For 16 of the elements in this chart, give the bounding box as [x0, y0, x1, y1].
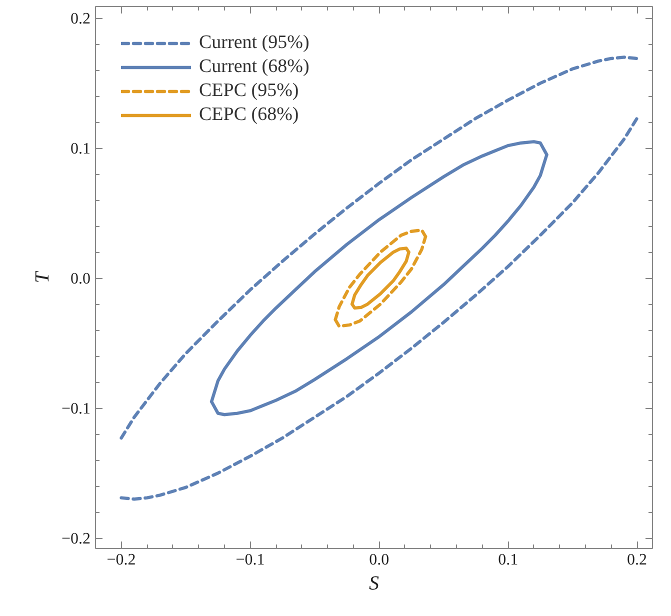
x-tick-label: 0.1 — [498, 552, 518, 568]
legend-label: Current (68%) — [199, 56, 310, 78]
y-tick-label: −0.1 — [61, 400, 91, 418]
x-axis-title: S — [369, 572, 379, 594]
y-axis-title: T — [31, 270, 54, 284]
x-tick-label: 0.2 — [627, 552, 648, 568]
y-tick-label: −0.2 — [61, 530, 91, 548]
y-tick-label: 0.2 — [70, 10, 90, 28]
x-tick-label: 0.0 — [369, 552, 390, 568]
legend-label: CEPC (68%) — [199, 104, 299, 126]
legend-label: CEPC (95%) — [199, 80, 299, 102]
x-tick-label: −0.2 — [106, 552, 136, 568]
legend-label: Current (95%) — [199, 32, 310, 54]
x-tick-label: −0.1 — [236, 552, 265, 568]
y-tick-label: 0.0 — [70, 270, 90, 288]
y-tick-label: 0.1 — [70, 140, 90, 158]
